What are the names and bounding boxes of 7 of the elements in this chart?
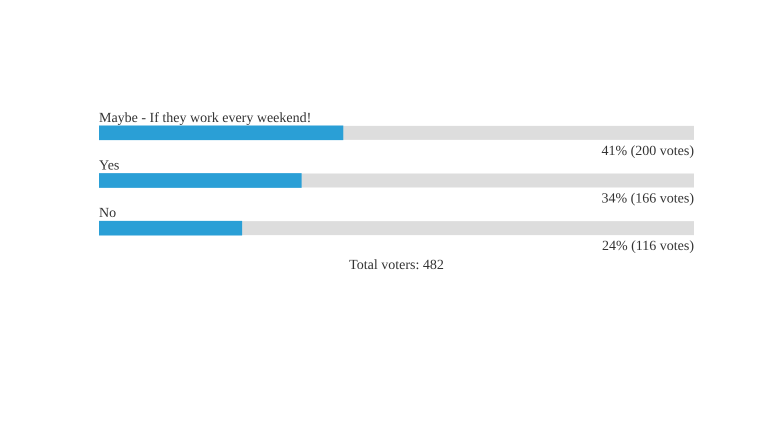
- data-label: 41% (200 votes): [601, 144, 694, 159]
- y-tick-label: No: [99, 206, 116, 222]
- data-label: 34% (166 votes): [601, 192, 694, 206]
- data-label: 24% (116 votes): [602, 239, 694, 254]
- text: Total voters: 482: [349, 258, 444, 273]
- y-tick-label: Maybe - If they work every weekend!: [99, 110, 312, 126]
- y-tick-label: Yes: [99, 158, 120, 174]
